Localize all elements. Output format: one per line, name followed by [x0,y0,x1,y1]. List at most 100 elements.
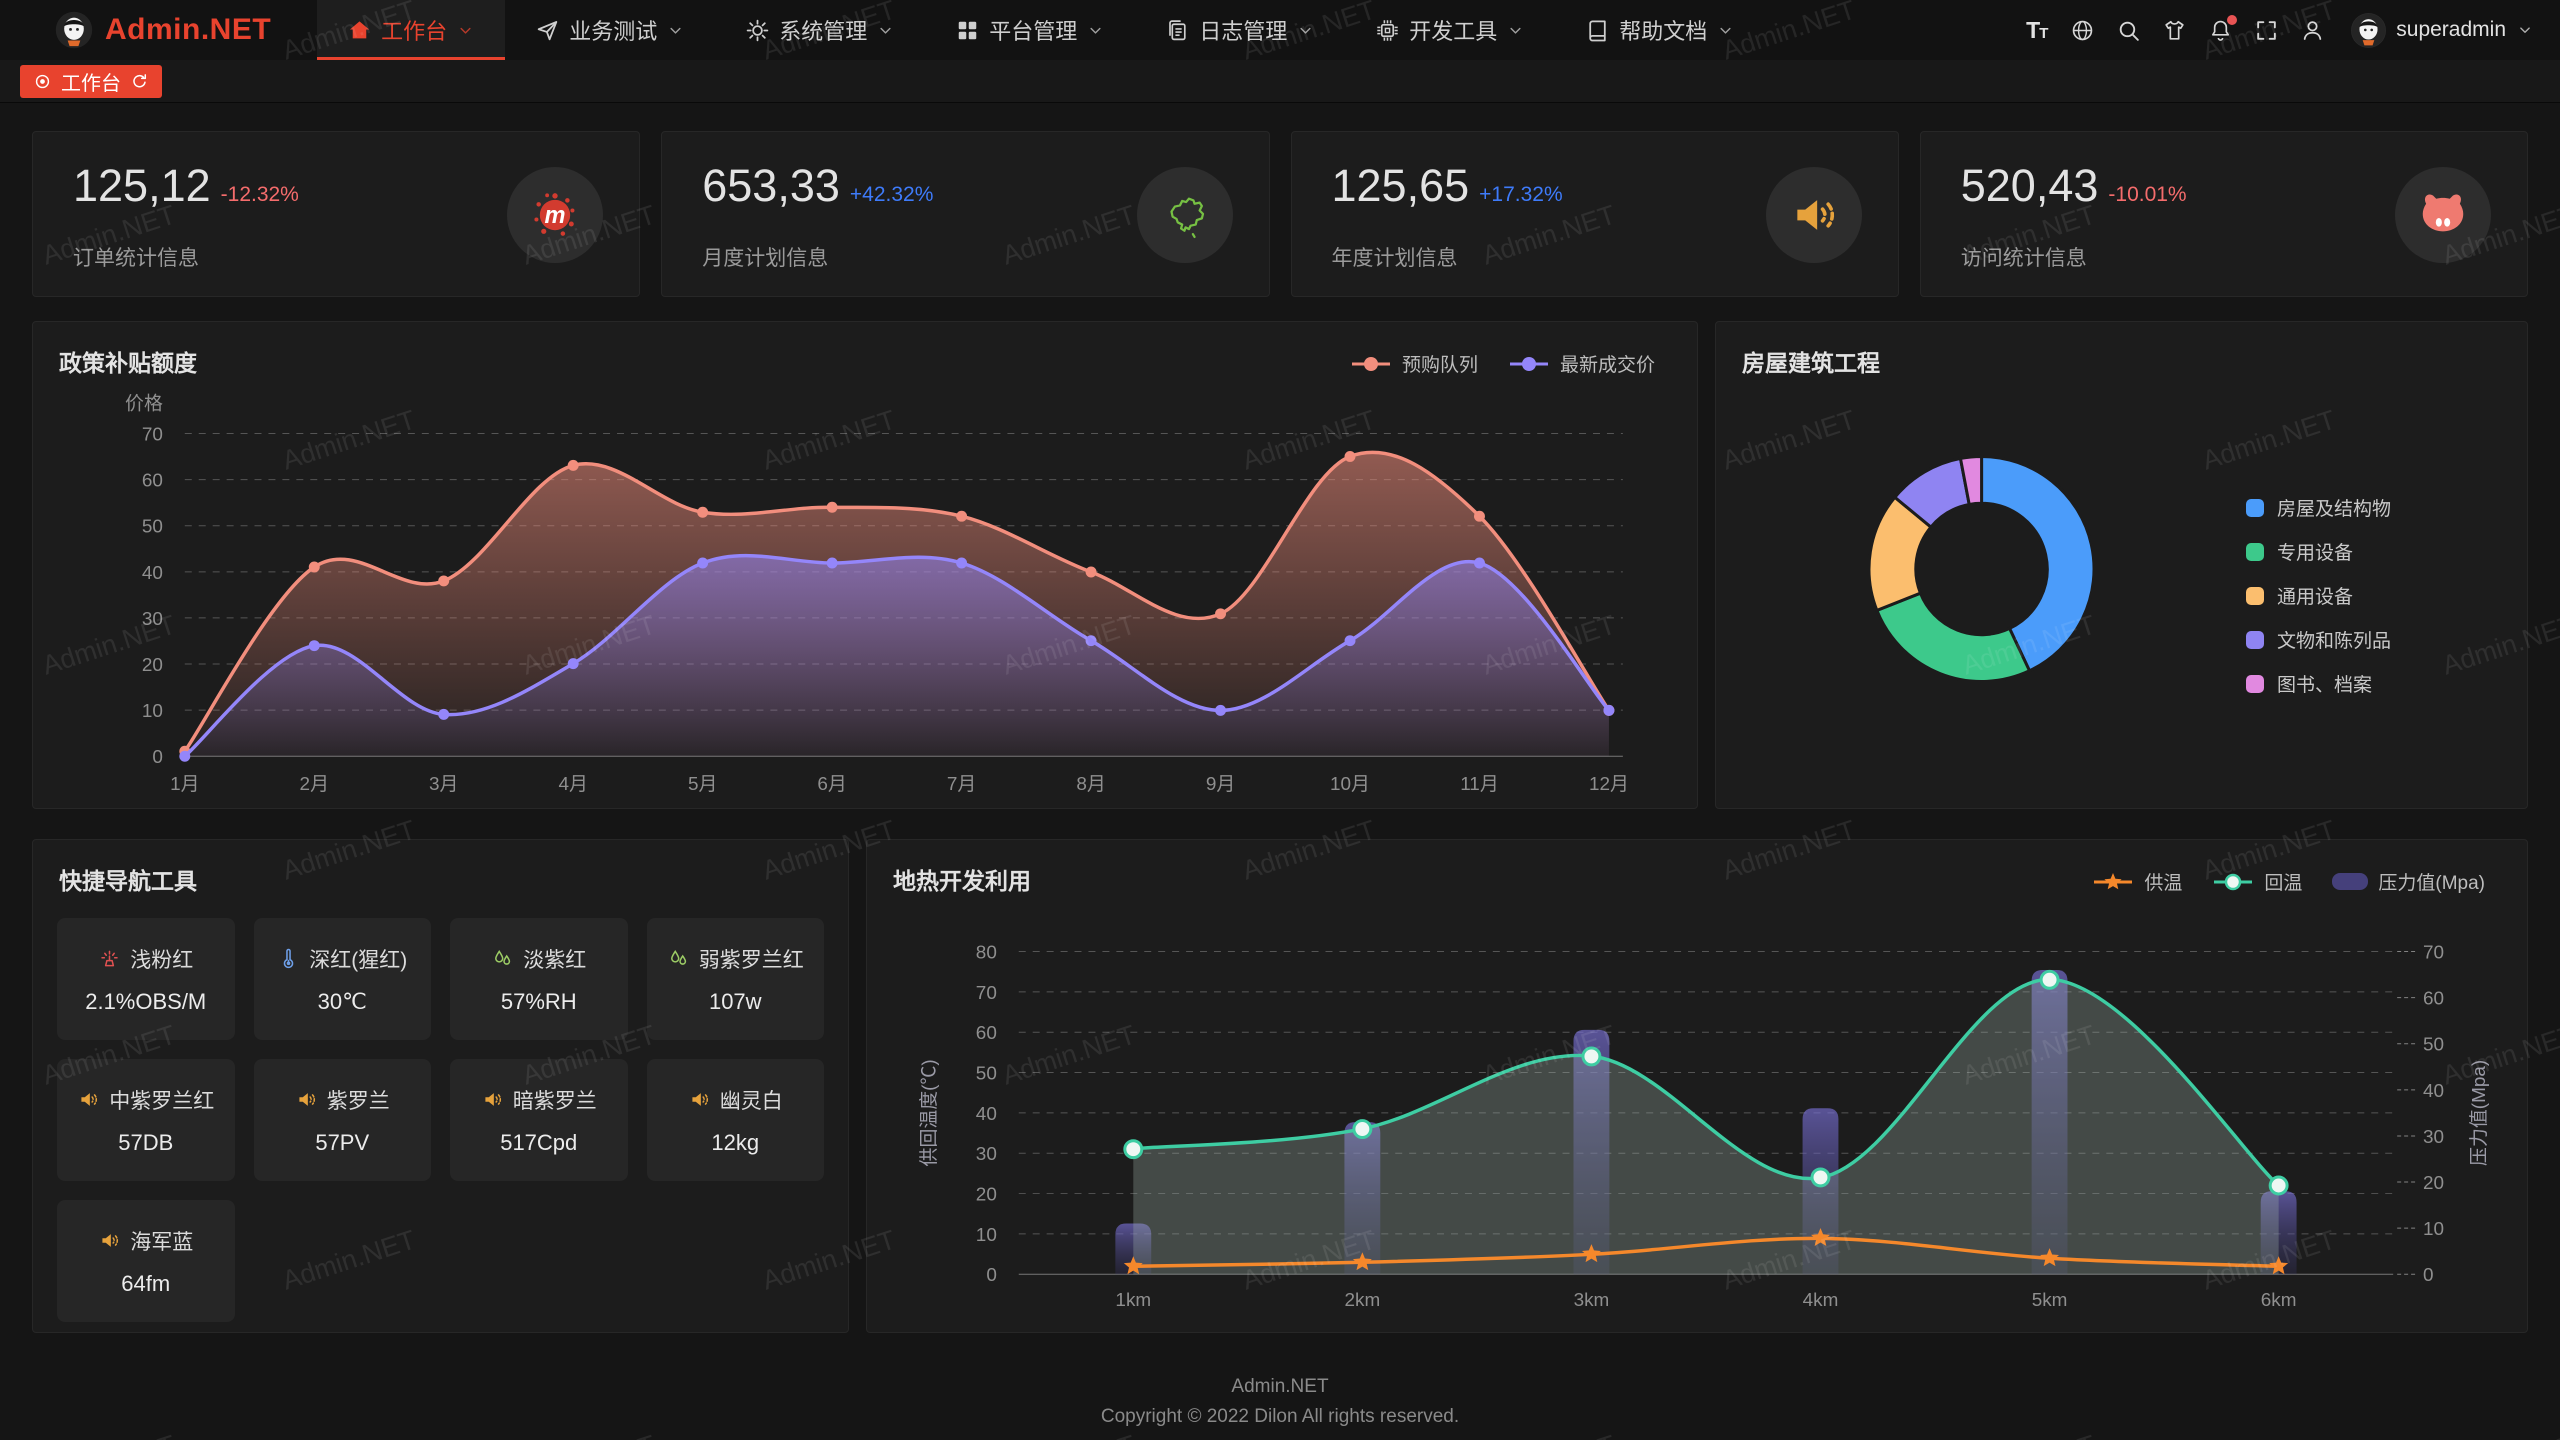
svg-text:10: 10 [142,701,163,722]
svg-text:4月: 4月 [558,774,587,795]
chevron-down-icon [1506,21,1525,40]
menu-item-2[interactable]: 业务测试 [505,0,715,60]
legend-item-压力值(Mpa)[interactable]: 压力值(Mpa) [2332,868,2485,895]
bell-icon[interactable] [2207,14,2238,44]
menu-label: 帮助文档 [1619,19,1708,44]
stat-card-row: 125,12 -12.32% 订单统计信息 653,33 +42.32% 月度计划信… [32,131,2528,297]
stat-value: 653,33 +42.32% [702,160,934,211]
menu-label: 开发工具 [1409,19,1498,44]
stat-card-2[interactable]: 653,33 +42.32% 月度计划信息 [661,131,1270,297]
quicknav-card-3[interactable]: 淡紫红 57%RH [450,918,628,1040]
legend-item-图书、档案[interactable]: 图书、档案 [2246,670,2391,697]
svg-text:7月: 7月 [947,774,976,795]
building-project-panel: 房屋建筑工程 房屋及结构物 专用设备 通用设备 文物和陈列品 图书、档案 [1715,321,2528,809]
svg-text:50: 50 [2423,1035,2444,1056]
svg-text:60: 60 [2423,989,2444,1010]
search-icon[interactable] [2115,17,2142,44]
tab-label: 工作台 [61,72,121,95]
menu-item-6[interactable]: 开发工具 [1345,0,1555,60]
svg-text:30: 30 [2423,1127,2444,1148]
quicknav-card-5[interactable]: 中紫罗兰红 57DB [57,1059,235,1181]
svg-text:20: 20 [2423,1173,2444,1194]
speaker-icon [481,1088,504,1111]
speaker-icon [1787,188,1841,242]
stat-card-1[interactable]: 125,12 -12.32% 订单统计信息 [32,131,641,297]
legend-item-预购队列[interactable]: 预购队列 [1350,350,1478,377]
thermometer-icon [277,947,300,970]
app-logo[interactable]: Admin.NET [0,11,317,49]
svg-text:1km: 1km [1115,1290,1151,1311]
svg-text:30: 30 [976,1144,997,1165]
stat-value: 125,12 -12.32% [73,160,299,211]
quicknav-value: 107w [708,988,762,1014]
svg-text:6km: 6km [2261,1290,2297,1311]
quicknav-value: 57PV [315,1129,370,1155]
svg-text:0: 0 [152,747,163,768]
legend-item-专用设备[interactable]: 专用设备 [2246,538,2391,565]
legend-item-回温[interactable]: 回温 [2212,868,2302,895]
svg-text:50: 50 [976,1064,997,1085]
quicknav-title: 深红(猩红) [277,944,407,974]
svg-text:40: 40 [142,563,163,584]
quicknav-card-4[interactable]: 弱紫罗兰红 107w [646,918,824,1040]
donut-chart [1867,454,2096,683]
quicknav-title: 弱紫罗兰红 [667,944,804,974]
user-icon[interactable] [2299,17,2326,44]
user-menu[interactable]: superadmin [2351,12,2534,48]
svg-text:供回温度(℃): 供回温度(℃) [918,1059,940,1166]
quicknav-card-6[interactable]: 紫罗兰 57PV [253,1059,431,1181]
font-size-icon[interactable]: TT [2026,16,2048,43]
quicknav-value: 30℃ [317,988,367,1014]
top-navbar: Admin.NET 工作台 业务测试 系统管理 平台管理 日志管理 开发工具 帮助文档 TT… [0,0,2560,60]
tab-workbench[interactable]: 工作台 [20,64,162,98]
svg-text:1月: 1月 [170,774,199,795]
splat-icon [528,188,582,242]
svg-text:10月: 10月 [1330,774,1370,795]
svg-text:70: 70 [142,425,163,446]
quicknav-card-8[interactable]: 幽灵白 12kg [646,1059,824,1181]
svg-text:压力值(Mpa): 压力值(Mpa) [2468,1060,2490,1166]
stat-card-4[interactable]: 520,43 -10.01% 访问统计信息 [1919,131,2528,297]
footer-brand: Admin.NET [1231,1376,1329,1397]
legend-item-房屋及结构物[interactable]: 房屋及结构物 [2246,494,2391,521]
quicknav-card-2[interactable]: 深红(猩红) 30℃ [253,918,431,1040]
quicknav-value: 12kg [711,1129,760,1155]
svg-text:70: 70 [976,983,997,1004]
menu-label: 系统管理 [779,19,868,44]
language-icon[interactable] [2069,17,2096,44]
legend-item-文物和陈列品[interactable]: 文物和陈列品 [2246,626,2391,653]
menu-item-7[interactable]: 帮助文档 [1555,0,1765,60]
svg-text:12月: 12月 [1589,774,1629,795]
log-icon [1165,18,1190,43]
quicknav-title: 幽灵白 [688,1085,783,1115]
stat-icon-circle [1136,167,1233,263]
app-title: Admin.NET [105,13,272,46]
theme-icon[interactable] [2161,17,2188,44]
chevron-down-icon [456,21,475,40]
quicknav-card-7[interactable]: 暗紫罗兰 517Cpd [450,1059,628,1181]
quicknav-card-9[interactable]: 海军蓝 64fm [57,1200,235,1322]
logo-mascot-icon [55,11,93,49]
stat-card-3[interactable]: 125,65 +17.32% 年度计划信息 [1290,131,1899,297]
fullscreen-icon[interactable] [2253,17,2280,44]
menu-item-5[interactable]: 日志管理 [1135,0,1345,60]
svg-text:5月: 5月 [688,774,717,795]
area-chart-legend: 预购队列 最新成交价 [1350,350,1655,377]
refresh-icon[interactable] [130,72,149,91]
svg-text:20: 20 [142,655,163,676]
quicknav-card-1[interactable]: 浅粉红 2.1%OBS/M [57,918,235,1040]
quick-nav-grid: 浅粉红 2.1%OBS/M 深红(猩红) 30℃ 淡紫红 57%RH 弱紫罗兰红 107w 中紫… [57,918,824,1322]
page-footer: Admin.NET Copyright © 2022 Dilon All rig… [0,1372,2560,1433]
legend-item-供温[interactable]: 供温 [2092,868,2182,895]
quicknav-title: 海军蓝 [98,1226,193,1256]
book-icon [1585,18,1610,43]
gear-icon [745,18,770,43]
menu-item-3[interactable]: 系统管理 [715,0,925,60]
footer-copyright: Copyright © 2022 Dilon All rights reserv… [1100,1406,1460,1428]
svg-text:60: 60 [976,1023,997,1044]
legend-item-最新成交价[interactable]: 最新成交价 [1508,350,1655,377]
legend-item-通用设备[interactable]: 通用设备 [2246,582,2391,609]
menu-item-4[interactable]: 平台管理 [925,0,1135,60]
quicknav-value: 2.1%OBS/M [85,988,207,1014]
menu-item-1[interactable]: 工作台 [317,0,506,60]
